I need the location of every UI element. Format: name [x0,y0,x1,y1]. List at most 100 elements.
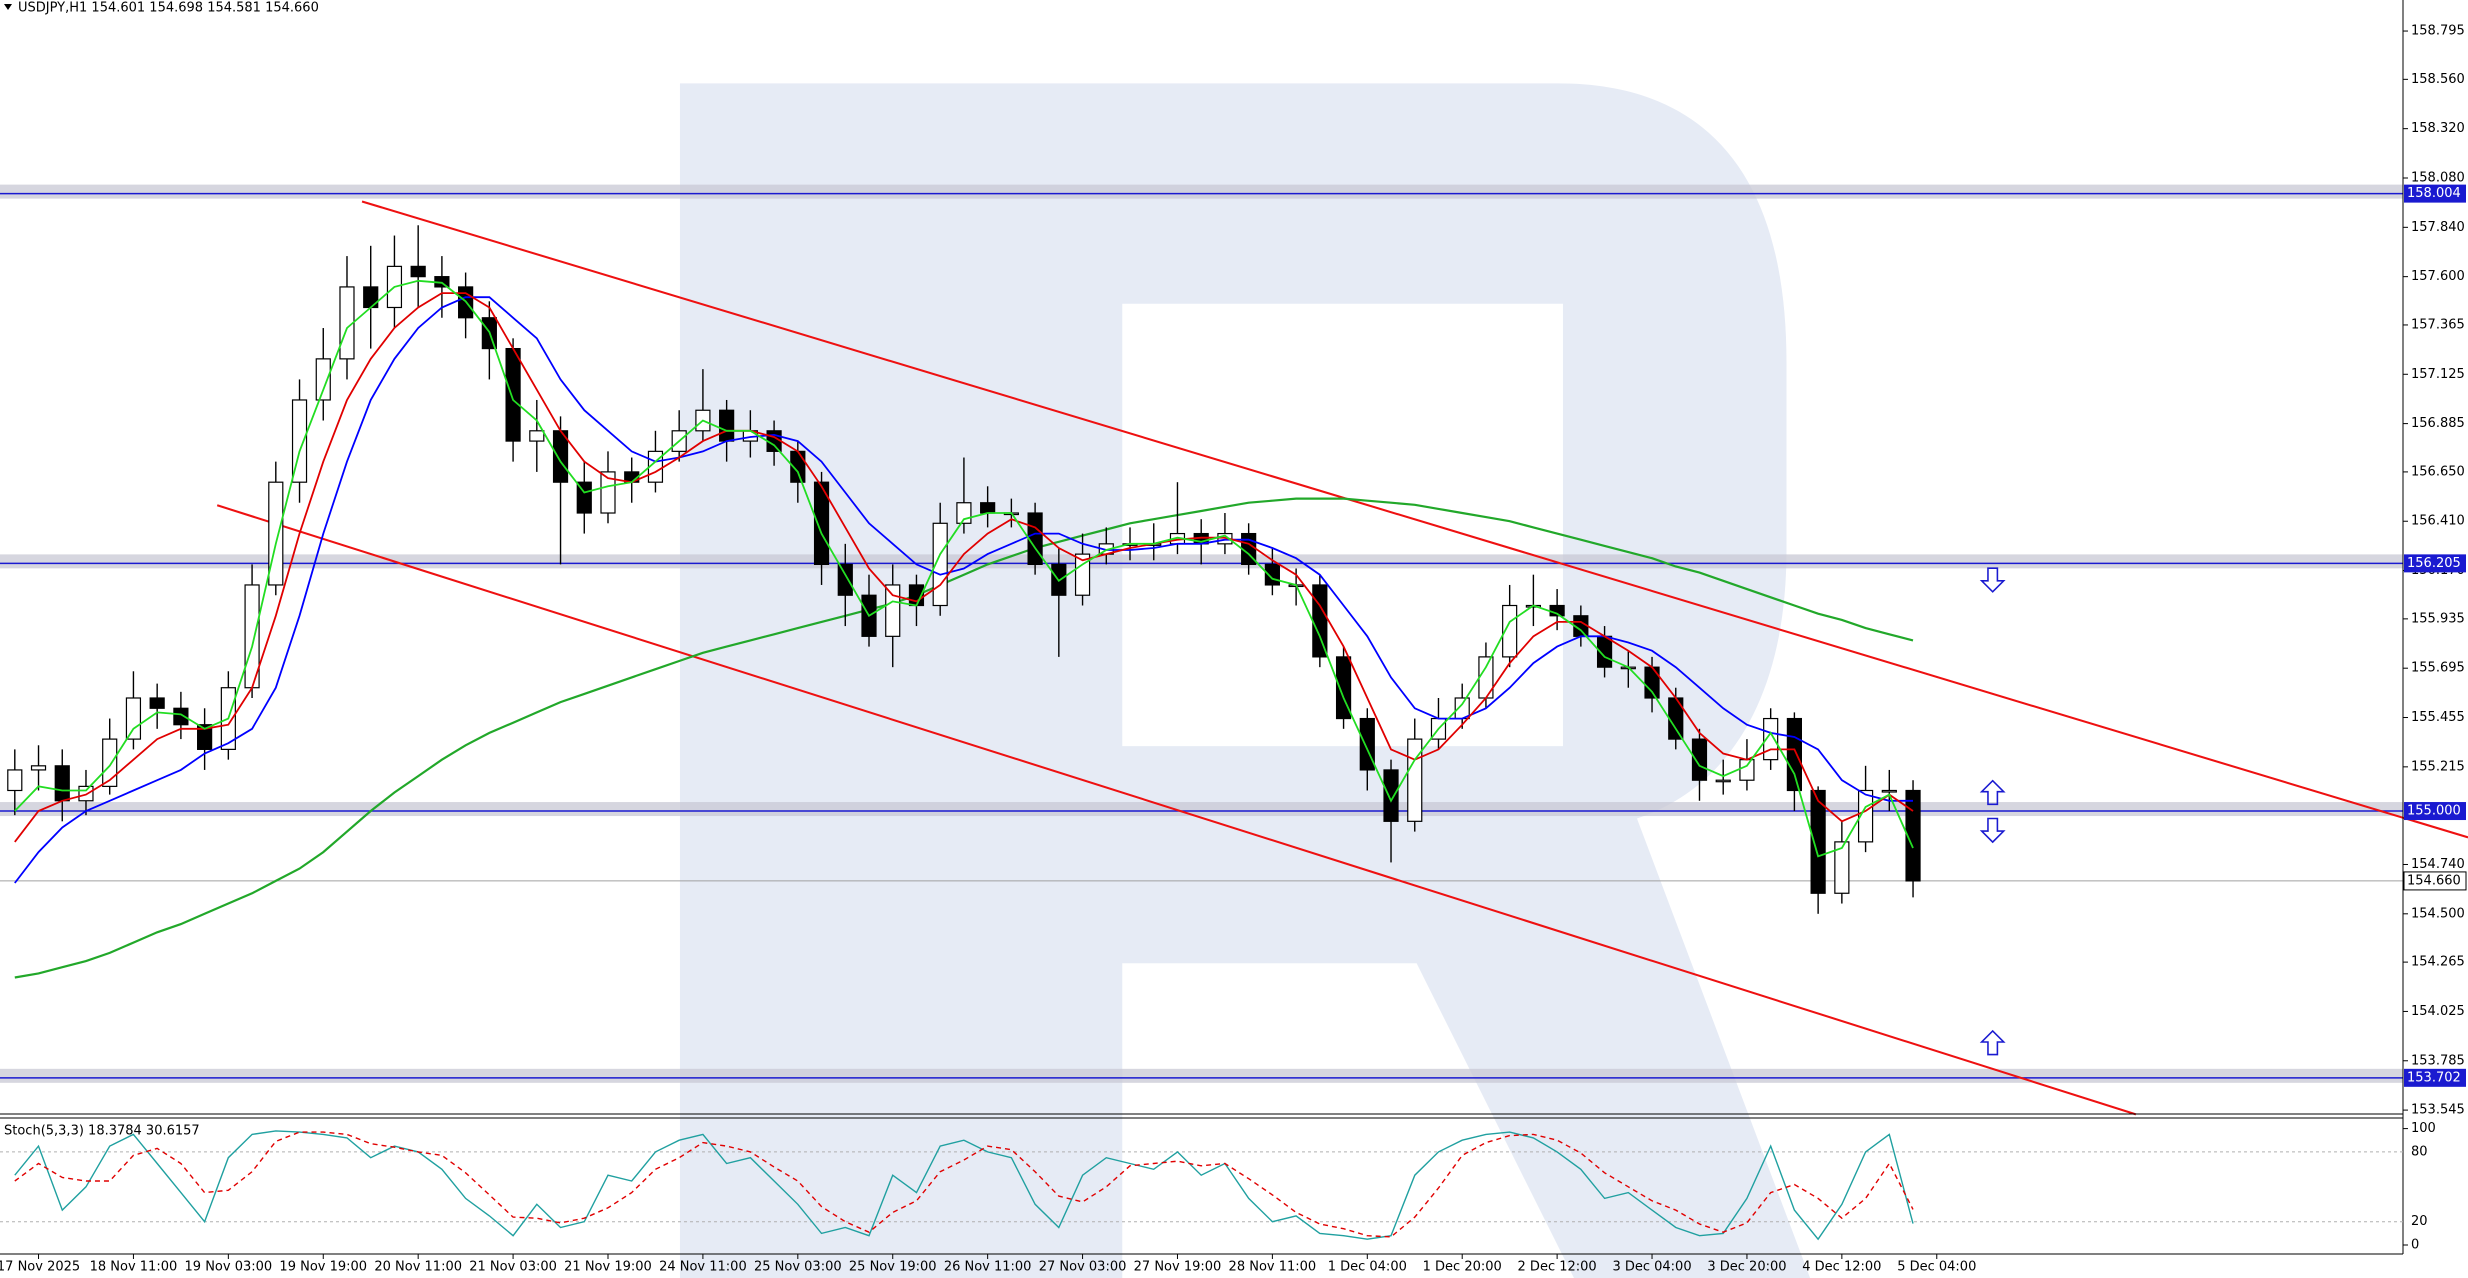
level-band [0,802,2403,817]
y-tick-label: 154.025 [2411,1004,2465,1019]
candle-body [315,358,331,401]
level-label-box [2404,1068,2466,1087]
level-label: 153.702 [2407,1070,2461,1085]
candle-body [197,724,213,750]
x-tick-label: 28 Nov 11:00 [1229,1260,1317,1275]
x-tick-label: 21 Nov 03:00 [469,1260,557,1275]
candle-body [1383,769,1399,822]
y-tick-label: 153.545 [2411,1103,2465,1118]
candle-body [576,481,592,514]
candle-body [1786,717,1802,792]
candle-body [149,697,165,709]
y-tick-label: 158.795 [2411,24,2465,39]
arrow-up [1979,1029,2006,1056]
candle-body [1502,604,1518,658]
candle-body [1335,656,1352,720]
x-tick-label: 3 Dec 20:00 [1707,1260,1786,1275]
x-tick-label: 25 Nov 19:00 [849,1260,937,1275]
x-tick-label: 17 Nov 2025 [0,1260,80,1275]
x-tick-label: 4 Dec 12:00 [1802,1260,1881,1275]
level-label: 155.000 [2407,804,2461,819]
arrows [1979,567,2006,1056]
x-tick-label: 5 Dec 04:00 [1897,1260,1976,1275]
candle-body [885,584,901,637]
current-price-box [2403,871,2467,891]
x-tick-label: 3 Dec 04:00 [1612,1260,1691,1275]
y-tick-label: 153.785 [2411,1053,2465,1068]
level-label-box [2404,184,2466,203]
stochastic-line [14,1130,1914,1241]
level-band [0,1068,2403,1083]
candle-body [1857,789,1874,843]
moving-average [14,497,1914,979]
candle-body [837,563,853,596]
candle-body [1881,789,1897,793]
candle-body [719,409,735,442]
candle-body [813,481,830,565]
indicator-tick-label: 20 [2411,1214,2428,1229]
y-tick-label: 155.935 [2411,611,2465,626]
indicator-tick-label: 0 [2411,1238,2419,1253]
candle-body [1905,789,1921,882]
y-tick-label: 154.740 [2411,857,2465,872]
candle-body [30,765,47,771]
x-tick-label: 26 Nov 11:00 [944,1260,1032,1275]
candle-body [529,430,545,442]
candle-body [125,697,142,740]
arrow-up [1979,779,2006,806]
current-price-label: 154.660 [2407,873,2461,888]
channel-upper [361,200,2468,839]
level-label-box [2404,554,2466,573]
level-label: 158.004 [2407,186,2461,201]
candle-body [1810,789,1826,894]
x-tick-label: 19 Nov 03:00 [185,1260,273,1275]
y-tick-label: 158.560 [2411,72,2465,87]
candle-body [54,765,70,802]
moving-average [14,279,1914,858]
level-label-box [2404,802,2466,821]
candle-body [980,502,996,514]
y-tick-label: 158.080 [2411,170,2465,185]
level-label: 156.205 [2407,556,2461,571]
candle-body [1834,841,1850,894]
levels [0,184,2403,1083]
level-band [0,184,2403,199]
y-tick-label: 157.600 [2411,269,2465,284]
chart-title: USDJPY,H1 154.601 154.698 154.581 154.66… [18,1,319,16]
candle-body [1074,553,1091,596]
y-tick-label: 158.320 [2411,121,2465,136]
candle-body [410,265,426,278]
x-tick-label: 27 Nov 03:00 [1039,1260,1127,1275]
y-tick-label: 155.455 [2411,710,2465,725]
y-tick-label: 157.840 [2411,220,2465,235]
x-tick-label: 21 Nov 19:00 [564,1260,652,1275]
candle-body [102,738,118,787]
moving-average [14,296,1913,884]
candle-body [1739,759,1755,781]
x-tick-label: 1 Dec 20:00 [1423,1260,1502,1275]
candle-body [1027,512,1043,565]
candle-body [766,430,782,452]
plot [7,225,1921,979]
moving-average [14,292,1914,843]
x-tick-label: 20 Nov 11:00 [374,1260,462,1275]
candle-body [7,769,23,792]
candle-body [268,481,284,586]
x-tick-label: 19 Nov 19:00 [279,1260,367,1275]
x-tick-label: 2 Dec 12:00 [1518,1260,1597,1275]
channel-lower [216,504,2137,1116]
y-tick-label: 157.365 [2411,317,2465,332]
y-tick-label: 154.500 [2411,906,2465,921]
x-tick-label: 25 Nov 03:00 [754,1260,842,1275]
candle-body [173,707,189,726]
candle-body [1691,738,1708,781]
y-tick-label: 155.695 [2411,661,2465,676]
x-tick-label: 27 Nov 19:00 [1134,1260,1222,1275]
indicator-title: Stoch(5,3,3) 18.3784 30.6157 [4,1124,200,1139]
x-tick-label: 18 Nov 11:00 [90,1260,178,1275]
candle-body [1715,779,1731,783]
candle-body [600,471,616,514]
stochastic-line [14,1131,1914,1238]
